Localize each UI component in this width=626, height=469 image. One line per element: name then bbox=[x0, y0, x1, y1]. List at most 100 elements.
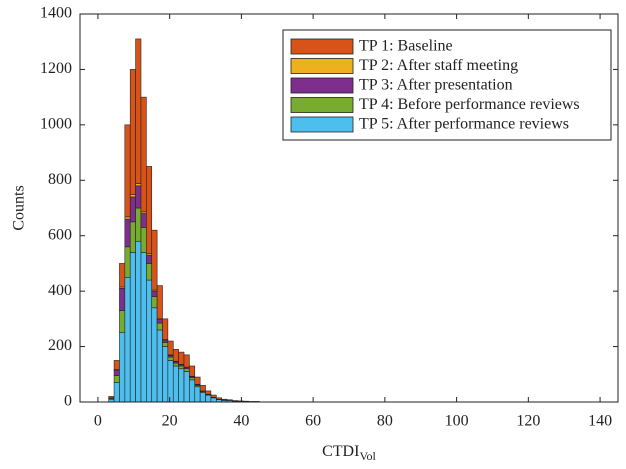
x-tick-label: 0 bbox=[94, 413, 102, 430]
histogram-bar-segment bbox=[113, 375, 120, 383]
histogram-bar-segment bbox=[172, 362, 179, 367]
histogram-bar-segment bbox=[140, 96, 147, 213]
histogram-bar-segment bbox=[194, 376, 201, 385]
histogram-bar-segment bbox=[210, 394, 217, 398]
histogram-bar-segment bbox=[205, 390, 212, 395]
legend: TP 1: Baseline TP 2: After staff meeting T… bbox=[282, 29, 612, 141]
histogram-bar-segment bbox=[140, 213, 147, 228]
histogram-bar-segment bbox=[178, 365, 185, 370]
histogram-bar-segment bbox=[221, 398, 228, 401]
histogram-bar-segment bbox=[205, 394, 212, 403]
histogram-bar-segment bbox=[156, 322, 163, 331]
histogram-bar-segment bbox=[194, 386, 201, 403]
histogram-bar-segment bbox=[183, 371, 190, 403]
histogram-bar-segment bbox=[135, 183, 142, 187]
histogram-bar-segment bbox=[124, 216, 131, 220]
x-axis-label-sub: Vol bbox=[359, 449, 376, 463]
histogram-bar-segment bbox=[183, 354, 190, 368]
histogram-bar-segment bbox=[210, 397, 217, 403]
histogram-bar-segment bbox=[162, 339, 169, 343]
y-tick-label: 1200 bbox=[40, 60, 72, 77]
x-tick-label: 140 bbox=[588, 413, 612, 430]
histogram-bar-segment bbox=[172, 349, 179, 362]
legend-swatch bbox=[290, 77, 354, 94]
histogram-bar-segment bbox=[124, 124, 131, 218]
histogram-bar-segment bbox=[135, 185, 142, 209]
histogram-bar-segment bbox=[119, 310, 126, 334]
histogram-bar-segment bbox=[129, 69, 136, 195]
histogram-bar-segment bbox=[124, 276, 131, 403]
y-tick-label: 600 bbox=[48, 226, 72, 243]
histogram-bar-segment bbox=[119, 288, 126, 311]
histogram-bar-segment bbox=[189, 365, 196, 377]
histogram-bar-segment bbox=[167, 360, 174, 403]
y-tick-label: 200 bbox=[48, 337, 72, 354]
legend-label: TP 1: Baseline bbox=[359, 38, 453, 55]
histogram-bar-segment bbox=[189, 379, 196, 403]
histogram-bar-segment bbox=[113, 369, 120, 376]
histogram-bar-segment bbox=[129, 194, 136, 198]
x-tick-label: 100 bbox=[445, 413, 469, 430]
y-tick-label: 1000 bbox=[40, 116, 72, 133]
histogram-bar-segment bbox=[183, 368, 190, 372]
histogram-bar-segment bbox=[156, 329, 163, 403]
plot-frame bbox=[79, 13, 619, 403]
histogram-bar-segment bbox=[232, 400, 239, 402]
histogram-bar-segment bbox=[162, 318, 169, 340]
y-tick-label: 400 bbox=[48, 282, 72, 299]
legend-label: TP 5: After performance reviews bbox=[359, 116, 569, 133]
histogram-bar-segment bbox=[237, 400, 244, 402]
histogram-bar-segment bbox=[135, 38, 142, 184]
histogram-bar-segment bbox=[113, 360, 120, 370]
histogram-bar-segment bbox=[172, 365, 179, 403]
histogram-bar-segment bbox=[156, 285, 163, 320]
histogram-bar-segment bbox=[151, 307, 158, 403]
histogram-bar-segment bbox=[162, 346, 169, 403]
legend-label: TP 3: After presentation bbox=[359, 77, 513, 94]
histogram-bar-segment bbox=[135, 240, 142, 403]
x-axis-label: CTDIVol bbox=[322, 443, 376, 463]
histogram-bar-segment bbox=[146, 166, 153, 255]
histogram-bar-segment bbox=[199, 385, 206, 392]
histogram-bar-segment bbox=[167, 340, 174, 356]
histogram-bar-segment bbox=[146, 279, 153, 403]
histogram-bar-segment bbox=[135, 207, 142, 242]
histogram-bar-segment bbox=[124, 218, 131, 248]
x-tick-label: 60 bbox=[305, 413, 321, 430]
histogram-bar-segment bbox=[140, 252, 147, 403]
y-tick-label: 1400 bbox=[40, 5, 72, 22]
x-axis-label-main: CTDI bbox=[322, 443, 359, 460]
histogram-bar-segment bbox=[189, 377, 196, 381]
histogram-bar-segment bbox=[226, 399, 233, 401]
histogram-bar-segment bbox=[119, 263, 126, 288]
histogram-bar-segment bbox=[113, 382, 120, 403]
histogram-bar-segment bbox=[140, 227, 147, 253]
histogram-bar-segment bbox=[178, 368, 185, 403]
histogram-bar-segment bbox=[124, 246, 131, 278]
histogram-bar-segment bbox=[129, 252, 136, 403]
histogram-bar-segment bbox=[146, 263, 153, 281]
y-axis-label: Counts bbox=[11, 185, 28, 230]
histogram-bar-segment bbox=[129, 221, 136, 253]
x-tick-label: 80 bbox=[377, 413, 393, 430]
histogram-bar-segment bbox=[167, 356, 174, 361]
legend-swatch bbox=[290, 97, 354, 113]
legend-swatch bbox=[290, 38, 354, 55]
histogram-bar-segment bbox=[129, 196, 136, 223]
x-tick-label: 20 bbox=[162, 413, 178, 430]
legend-label: TP 2: After staff meeting bbox=[359, 57, 518, 74]
histogram-bar-segment bbox=[215, 397, 222, 400]
histogram-bar-segment bbox=[119, 332, 126, 403]
y-tick-label: 800 bbox=[48, 171, 72, 188]
legend-swatch bbox=[290, 58, 354, 74]
histogram-bar-segment bbox=[151, 229, 158, 291]
histogram-bar-segment bbox=[108, 396, 115, 399]
histogram-bar-segment bbox=[151, 296, 158, 309]
legend-label: TP 4: Before performance reviews bbox=[359, 96, 580, 113]
histogram-bar-segment bbox=[151, 290, 158, 297]
y-tick-label: 0 bbox=[64, 393, 72, 410]
histogram-bar-segment bbox=[146, 254, 153, 264]
x-tick-label: 120 bbox=[516, 413, 540, 430]
histogram-bar-segment bbox=[162, 342, 169, 347]
